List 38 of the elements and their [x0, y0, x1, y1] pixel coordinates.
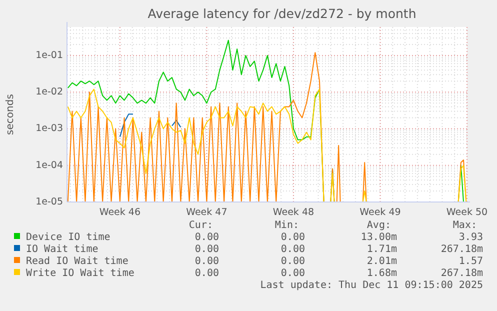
text: 0.00 — [194, 268, 219, 279]
x-tick-label: Week 50 — [446, 207, 488, 218]
x-tick-label: Week 47 — [186, 207, 228, 218]
text: 2.01m — [366, 256, 397, 267]
text: 267.18m — [440, 268, 483, 279]
text: 3.93 — [458, 232, 483, 243]
legend-label: Write IO Wait time — [26, 268, 134, 279]
y-tick-label: 1e-04 — [36, 160, 63, 171]
y-tick-label: 1e-02 — [36, 86, 63, 98]
text: Min: — [274, 220, 299, 231]
text: 13.00m — [360, 232, 397, 243]
text: 0.00 — [194, 244, 219, 255]
y-axis-title: seconds — [5, 94, 16, 135]
legend-label: Device IO time — [26, 232, 110, 243]
chart-title: Average latency for /dev/zd272 - by month — [148, 6, 416, 21]
text: 267.18m — [440, 244, 483, 255]
text: 1.71m — [366, 244, 397, 255]
y-tick-label: 1e-03 — [36, 123, 63, 134]
legend-label: Read IO Wait time — [26, 256, 128, 267]
text: Last update: Thu Dec 11 09:15:00 2025 — [260, 280, 483, 291]
text: Max: — [452, 220, 477, 231]
y-tick-label: 1e-01 — [36, 50, 63, 61]
text: 0.00 — [280, 256, 305, 267]
text: 1.68m — [366, 268, 397, 279]
text: 0.00 — [194, 256, 219, 267]
text: 0.00 — [280, 232, 305, 243]
text: 1.57 — [458, 256, 483, 267]
legend-label: IO Wait time — [26, 244, 98, 255]
text: 0.00 — [194, 232, 219, 243]
y-tick-label: 1e-05 — [36, 196, 63, 208]
text: 0.00 — [280, 268, 305, 279]
line-series — [67, 88, 467, 202]
x-tick-label: Week 49 — [360, 207, 401, 218]
x-tick-label: Week 46 — [99, 207, 141, 218]
x-tick-label: Week 48 — [272, 207, 314, 218]
text: Avg: — [366, 220, 391, 231]
text: 0.00 — [280, 244, 305, 255]
text: Cur: — [188, 220, 213, 231]
